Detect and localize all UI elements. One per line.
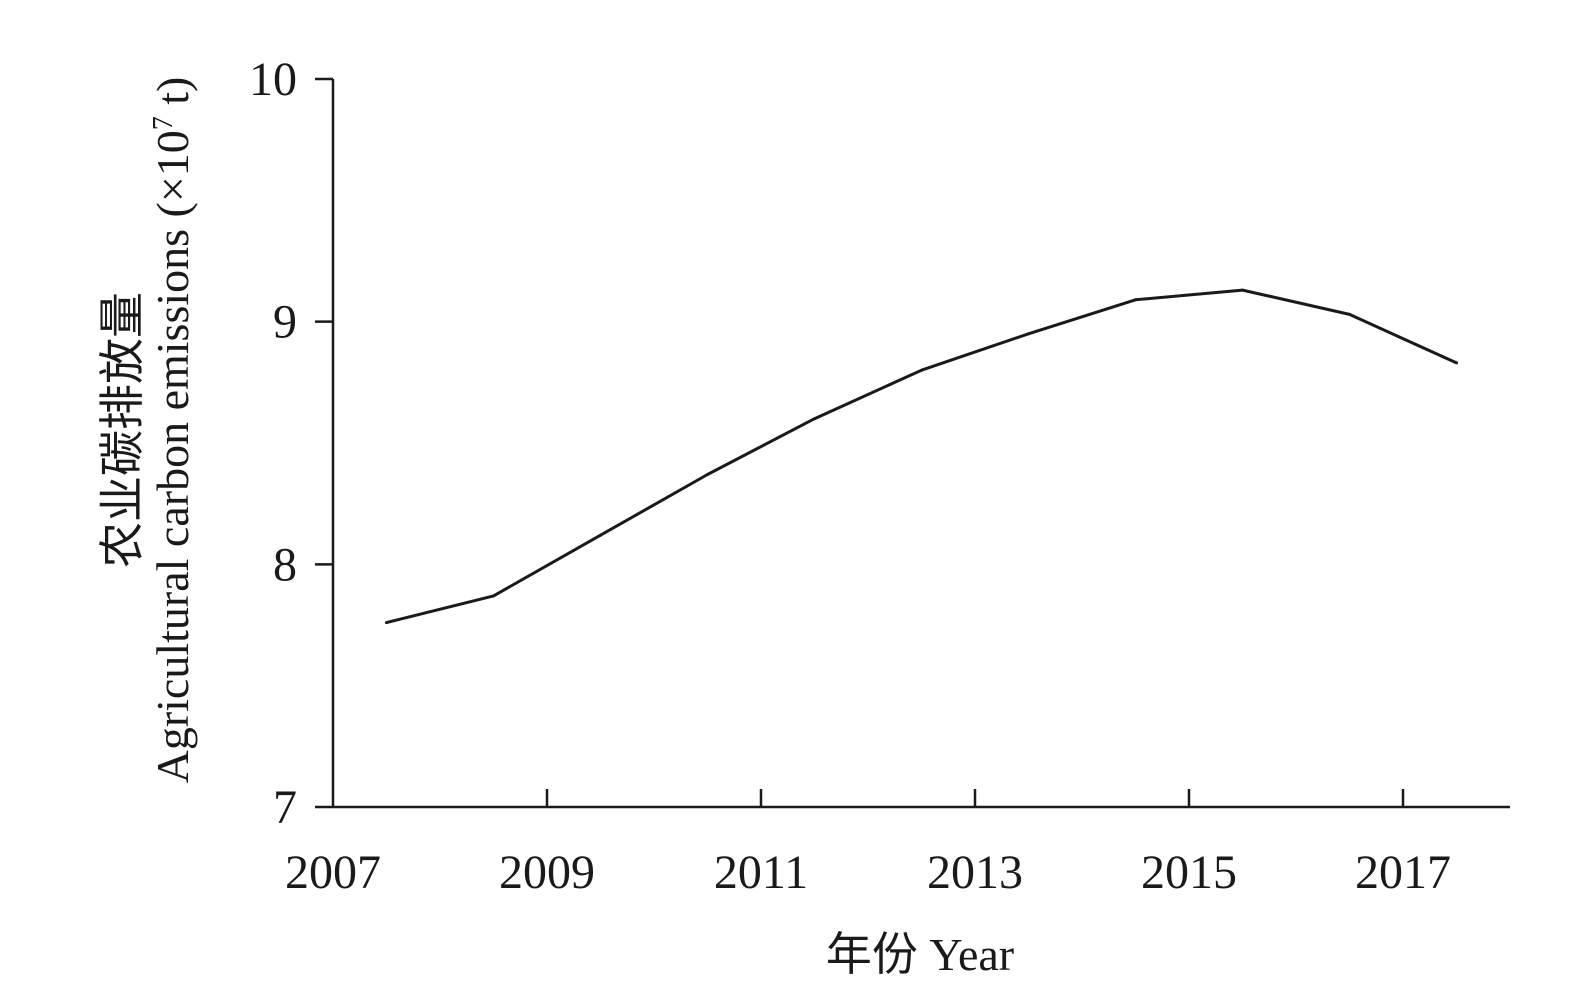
data-point: [1134, 298, 1137, 302]
data-point: [1027, 332, 1030, 336]
data-point: [1348, 312, 1351, 316]
data-point: [599, 533, 602, 537]
data-point: [706, 473, 709, 476]
series-line: [386, 288, 1458, 625]
data-point: [385, 621, 388, 625]
x-tick-label: 2015: [1141, 846, 1237, 899]
data-point: [1455, 361, 1458, 365]
data-point: [813, 417, 816, 421]
x-tick-label: 2017: [1355, 846, 1451, 899]
y-ticks: 7 8 9 10: [249, 53, 333, 834]
x-axis-title: 年份 Year: [826, 929, 1014, 980]
y-tick-label: 8: [273, 538, 297, 591]
y-axis-title-zh: 农业碳排放量: [97, 292, 148, 568]
y-axis-title-exponent: 7: [148, 116, 179, 130]
y-tick-label: 7: [273, 781, 297, 834]
y-axis-title-en-main: Agricultural carbon emissions (×10: [147, 130, 198, 783]
y-axis-title-en: Agricultural carbon emissions (×107 t): [147, 77, 198, 784]
x-ticks: 2007 2009 2011 2013 2015 2017: [285, 789, 1451, 899]
x-tick-label: 2013: [927, 846, 1023, 899]
data-points: [385, 288, 1458, 625]
x-tick-label: 2011: [714, 846, 808, 899]
y-axis-title: 农业碳排放量 Agricultural carbon emissions (×1…: [97, 77, 198, 784]
y-tick-label: 10: [249, 53, 297, 106]
y-axis-title-unit: t): [147, 77, 198, 117]
data-point: [1241, 288, 1244, 292]
x-tick-label: 2009: [499, 846, 595, 899]
data-point: [492, 594, 495, 598]
x-tick-label: 2007: [285, 846, 381, 899]
y-tick-label: 9: [273, 296, 297, 349]
data-point: [920, 368, 923, 372]
